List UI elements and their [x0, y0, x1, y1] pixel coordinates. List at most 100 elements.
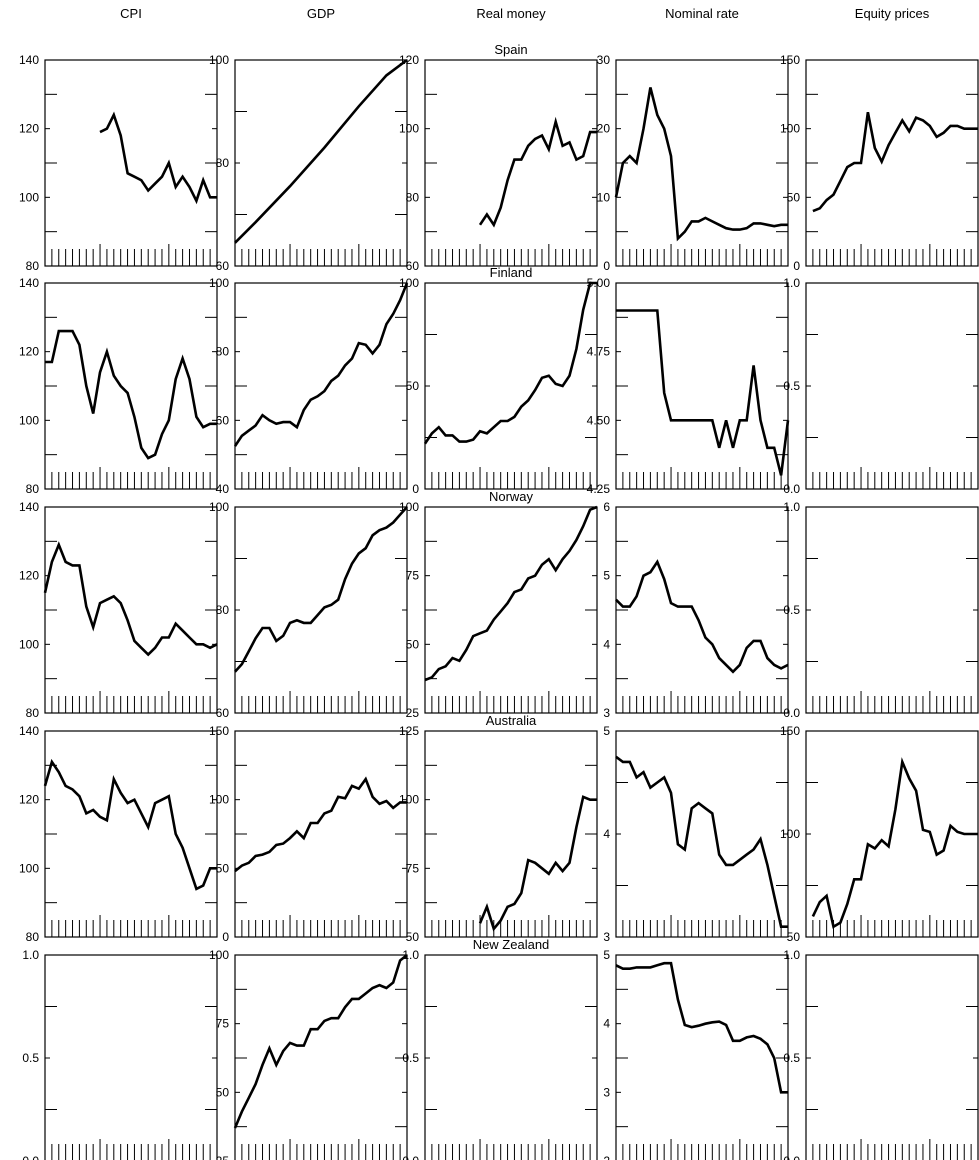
y-tick-label: 100 — [19, 637, 39, 651]
panel-spain-cpi: 80 100 120 140 — [19, 53, 218, 273]
y-tick-label: 60 — [216, 413, 230, 427]
panel-frame — [424, 59, 598, 267]
series-line-spain-gdp — [234, 58, 408, 244]
y-tick-label: 50 — [406, 930, 420, 944]
panel-spain-nominal-rate: 0 10 20 30 — [597, 53, 789, 273]
panel-frame — [44, 730, 218, 938]
series-line-finland-nominal-rate — [616, 309, 790, 476]
y-tick-label: 0.5 — [783, 603, 800, 617]
series-line-new-zealand-gdp — [233, 953, 408, 1129]
panel-frame — [805, 59, 979, 267]
y-tick-label: 120 — [19, 122, 39, 136]
panel-spain-real-money: 60 80 100 120 — [399, 53, 598, 273]
y-tick-label: 150 — [780, 724, 800, 738]
y-tick-label: 0.0 — [783, 706, 800, 720]
y-tick-label: 4 — [603, 1017, 610, 1031]
series-line-finland-cpi — [45, 329, 217, 460]
panel-frame — [234, 282, 408, 490]
panel-frame — [424, 954, 598, 1160]
y-tick-label: 1.0 — [783, 948, 800, 962]
panel-finland-equity-prices: 0.0 0.5 1.0 — [783, 276, 979, 496]
country-title-australia: Australia — [486, 713, 537, 728]
series-line-australia-real-money — [478, 795, 597, 932]
series-line-australia-gdp — [234, 776, 407, 873]
series-line-spain-equity-prices — [812, 111, 978, 213]
y-tick-label: 0.5 — [783, 379, 800, 393]
series-line-norway-nominal-rate — [615, 559, 789, 674]
series-line-norway-gdp — [234, 506, 408, 673]
panel-frame — [234, 59, 408, 267]
panel-australia-equity-prices: 50 100 150 — [780, 724, 979, 944]
y-tick-label: 100 — [399, 276, 419, 290]
y-tick-label: 5.00 — [587, 276, 611, 290]
column-title-nominal-rate: Nominal rate — [665, 6, 739, 21]
series-line-spain-real-money — [478, 116, 597, 228]
y-tick-label: 100 — [19, 413, 39, 427]
y-tick-label: 4 — [603, 637, 610, 651]
y-tick-label: 80 — [26, 259, 40, 273]
y-tick-label: 140 — [19, 724, 39, 738]
y-tick-label: 100 — [209, 793, 229, 807]
y-tick-label: 4.25 — [587, 482, 611, 496]
panel-frame — [44, 506, 218, 714]
y-tick-label: 5 — [603, 948, 610, 962]
y-tick-label: 100 — [399, 793, 419, 807]
series-line-finland-gdp — [233, 282, 409, 447]
y-tick-label: 0 — [603, 259, 610, 273]
series-line-norway-cpi — [43, 541, 218, 657]
y-tick-label: 80 — [26, 706, 40, 720]
y-tick-label: 3 — [603, 706, 610, 720]
panel-frame — [615, 59, 789, 267]
y-tick-label: 4 — [603, 827, 610, 841]
country-title-finland: Finland — [490, 265, 533, 280]
y-tick-label: 150 — [780, 53, 800, 67]
y-tick-label: 120 — [19, 569, 39, 583]
y-tick-label: 100 — [209, 500, 229, 514]
panel-spain-gdp: 60 80 100 — [209, 53, 408, 273]
y-tick-label: 100 — [19, 861, 39, 875]
y-tick-label: 100 — [780, 122, 800, 136]
y-tick-label: 80 — [26, 930, 40, 944]
y-tick-label: 0 — [793, 259, 800, 273]
y-tick-label: 140 — [19, 53, 39, 67]
panel-new-zealand-gdp: 25507510018801890 — [209, 948, 408, 1160]
y-tick-label: 100 — [209, 53, 229, 67]
y-tick-label: 0.0 — [22, 1154, 39, 1160]
y-tick-label: 80 — [216, 345, 230, 359]
series-line-spain-nominal-rate — [614, 87, 788, 242]
panel-norway-real-money: 25 50 75 100 — [399, 500, 598, 720]
panel-frame — [234, 730, 408, 938]
panel-finland-cpi: 80 100 120 140 — [19, 276, 218, 496]
series-line-spain-cpi — [99, 111, 217, 205]
country-title-norway: Norway — [489, 489, 534, 504]
panel-finland-real-money: 0 50 100 — [399, 276, 598, 496]
y-tick-label: 100 — [209, 276, 229, 290]
y-tick-label: 100 — [209, 948, 229, 962]
y-tick-label: 120 — [19, 345, 39, 359]
y-tick-label: 150 — [209, 724, 229, 738]
panel-australia-real-money: 50 75 100 125 — [399, 724, 598, 944]
y-tick-label: 80 — [26, 482, 40, 496]
y-tick-label: 100 — [19, 190, 39, 204]
y-tick-label: 50 — [406, 379, 420, 393]
y-tick-label: 120 — [19, 793, 39, 807]
y-tick-label: 60 — [406, 259, 420, 273]
y-tick-label: 0.5 — [402, 1051, 419, 1065]
panel-frame — [805, 282, 979, 490]
y-tick-label: 4.50 — [587, 413, 611, 427]
y-tick-label: 0.5 — [783, 1051, 800, 1065]
panel-frame — [424, 282, 598, 490]
panel-frame — [44, 954, 218, 1160]
y-tick-label: 0.5 — [22, 1051, 39, 1065]
y-tick-label: 120 — [399, 53, 419, 67]
series-line-australia-cpi — [43, 758, 217, 891]
y-tick-label: 1.0 — [783, 500, 800, 514]
panel-frame — [615, 730, 789, 938]
y-tick-label: 0 — [412, 482, 419, 496]
y-tick-label: 5 — [603, 724, 610, 738]
y-tick-label: 3 — [603, 1085, 610, 1099]
panel-frame — [805, 506, 979, 714]
y-tick-label: 50 — [787, 930, 801, 944]
panel-finland-nominal-rate: 4.25 4.50 4.75 5.00 — [587, 276, 790, 496]
